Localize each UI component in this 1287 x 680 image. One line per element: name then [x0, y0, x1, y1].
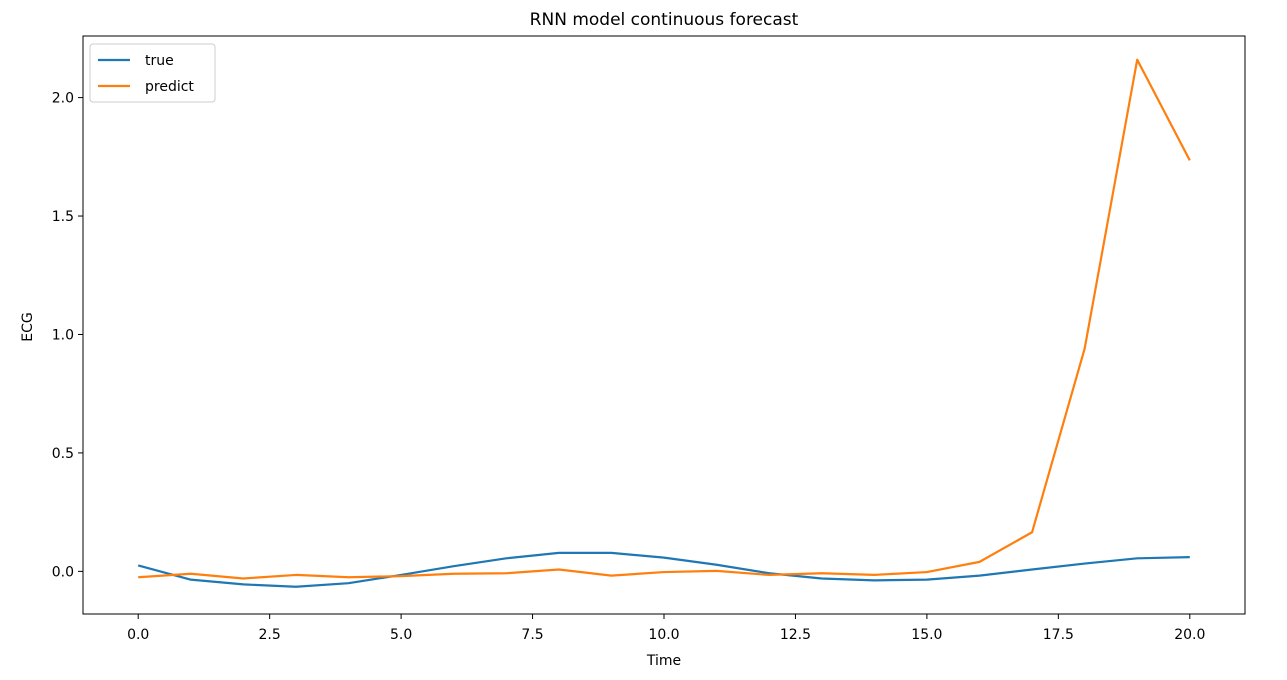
- x-tick-label: 7.5: [521, 627, 543, 643]
- x-tick-label: 2.5: [259, 627, 281, 643]
- x-axis-label: Time: [646, 653, 681, 669]
- x-tick-label: 17.5: [1043, 627, 1074, 643]
- y-tick-label: 0.5: [52, 446, 74, 462]
- x-tick-label: 0.0: [127, 627, 149, 643]
- x-tick-label: 5.0: [390, 627, 412, 643]
- legend-box: [89, 43, 216, 103]
- x-tick-label: 10.0: [648, 627, 679, 643]
- series-line-predict: [138, 58, 1191, 580]
- legend-label-true: true: [145, 53, 174, 69]
- legend-label-predict: predict: [145, 79, 194, 95]
- series-line-true: [137, 551, 1190, 588]
- x-tick-label: 20.0: [1174, 627, 1205, 643]
- y-tick-label: 2.0: [52, 91, 74, 107]
- x-tick-label: 15.0: [911, 627, 942, 643]
- y-tick-label: 0.0: [52, 564, 74, 580]
- y-axis-label: ECG: [20, 312, 36, 341]
- y-tick-label: 1.0: [52, 327, 74, 343]
- chart-title: RNN model continuous forecast: [530, 10, 799, 30]
- x-tick-label: 12.5: [780, 627, 811, 643]
- y-tick-label: 1.5: [52, 209, 74, 225]
- plot-area: 0.0 2.5 5.0 7.5 10.0 12.5 15.0 17.5 20.0 0.0 0.5 1.…: [52, 35, 1246, 643]
